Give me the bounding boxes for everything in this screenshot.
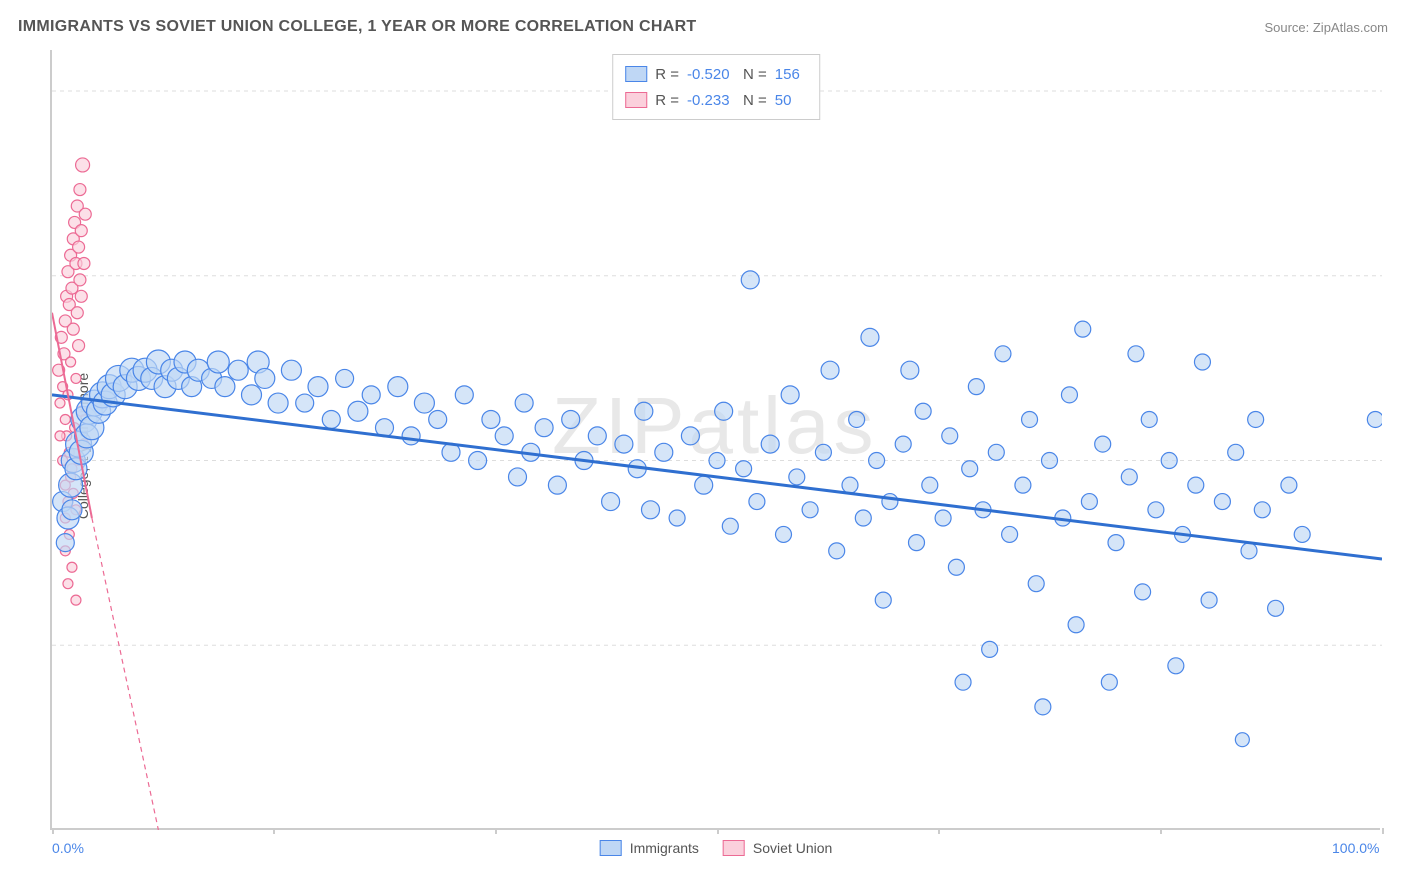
- swatch-immigrants: [625, 66, 647, 82]
- legend-label: Immigrants: [630, 840, 699, 856]
- x-tick: [1160, 828, 1162, 834]
- x-tick-label: 100.0%: [1332, 840, 1379, 856]
- x-tick: [1382, 828, 1384, 834]
- legend-label: Soviet Union: [753, 840, 832, 856]
- r-label: R =: [655, 92, 679, 109]
- swatch-soviet: [625, 92, 647, 108]
- chart-svg: [52, 50, 1382, 830]
- n-label: N =: [743, 66, 767, 83]
- y-tick-label: 55.0%: [1390, 452, 1406, 468]
- n-value: 50: [775, 92, 807, 109]
- title-bar: IMMIGRANTS VS SOVIET UNION COLLEGE, 1 YE…: [18, 18, 1388, 36]
- stats-row-soviet: R = -0.233 N = 50: [625, 87, 807, 113]
- chart-container: IMMIGRANTS VS SOVIET UNION COLLEGE, 1 YE…: [0, 0, 1406, 892]
- stats-row-immigrants: R = -0.520 N = 156: [625, 61, 807, 87]
- plot-area: ZIPatlas R = -0.520 N = 156 R = -0.233 N…: [50, 50, 1380, 830]
- stats-legend: R = -0.520 N = 156 R = -0.233 N = 50: [612, 54, 820, 120]
- r-value: -0.233: [687, 92, 735, 109]
- x-tick-label: 0.0%: [52, 840, 84, 856]
- x-tick: [273, 828, 275, 834]
- x-tick: [52, 828, 54, 834]
- x-tick: [495, 828, 497, 834]
- source-label: Source: ZipAtlas.com: [1264, 20, 1388, 35]
- r-label: R =: [655, 66, 679, 83]
- x-tick: [938, 828, 940, 834]
- n-value: 156: [775, 66, 807, 83]
- y-tick-label: 32.5%: [1390, 636, 1406, 652]
- x-tick: [717, 828, 719, 834]
- y-tick-label: 77.5%: [1390, 267, 1406, 283]
- legend-item-soviet: Soviet Union: [723, 840, 832, 856]
- legend-item-immigrants: Immigrants: [600, 840, 699, 856]
- y-tick-label: 100.0%: [1390, 82, 1406, 98]
- n-label: N =: [743, 92, 767, 109]
- r-value: -0.520: [687, 66, 735, 83]
- swatch-soviet: [723, 840, 745, 856]
- swatch-immigrants: [600, 840, 622, 856]
- bottom-legend: Immigrants Soviet Union: [600, 840, 833, 856]
- chart-title: IMMIGRANTS VS SOVIET UNION COLLEGE, 1 YE…: [18, 18, 697, 36]
